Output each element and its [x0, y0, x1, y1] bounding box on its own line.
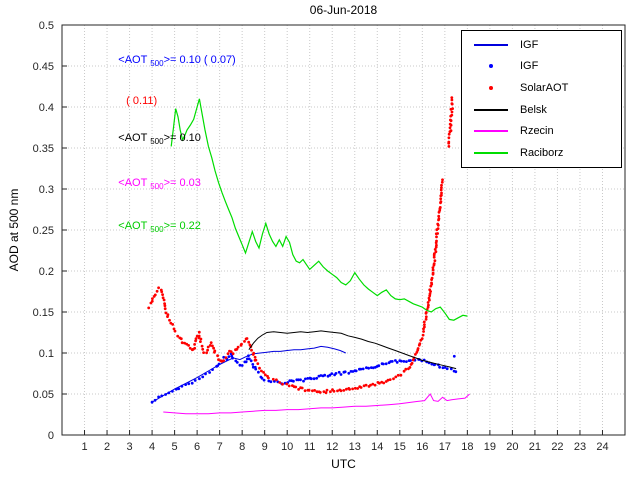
- legend: IGF IGF SolarAOT Belsk Rzecin Raciborz: [461, 30, 622, 168]
- legend-item-raciborz[interactable]: Raciborz: [462, 143, 621, 163]
- legend-item-rzecin[interactable]: Rzecin: [462, 121, 621, 141]
- x-tick-label: 19: [484, 441, 496, 453]
- y-tick-label: 0.15: [33, 307, 54, 319]
- x-tick-label: 4: [149, 441, 155, 453]
- x-tick-label: 2: [104, 441, 110, 453]
- y-tick-label: 0.25: [33, 225, 54, 237]
- legend-label: IGF: [520, 60, 539, 73]
- y-axis-label: AOD at 500 nm: [7, 188, 21, 272]
- legend-line-marker: [472, 43, 510, 46]
- legend-dot-marker: [472, 64, 510, 69]
- y-tick-label: 0.45: [33, 61, 54, 73]
- y-tick-label: 0.3: [39, 184, 54, 196]
- legend-label: IGF: [520, 38, 539, 51]
- y-tick-label: 0.35: [33, 143, 54, 155]
- series-raciborz-5: [170, 98, 468, 321]
- legend-item-solaraot[interactable]: SolarAOT: [462, 78, 621, 98]
- x-tick-label: 3: [126, 441, 132, 453]
- y-tick-label: 0.4: [39, 102, 54, 114]
- grid: [62, 24, 625, 436]
- x-tick-label: 13: [349, 441, 361, 453]
- x-tick-label: 20: [506, 441, 518, 453]
- annotation-1: ( 0.11): [126, 94, 158, 107]
- x-axis-label: UTC: [331, 457, 356, 471]
- legend-item-belsk[interactable]: Belsk: [462, 100, 621, 120]
- x-tick-label: 8: [239, 441, 245, 453]
- y-tick-label: 0: [48, 430, 54, 442]
- legend-label: Rzecin: [520, 125, 554, 138]
- legend-label: Belsk: [520, 103, 547, 116]
- x-tick-label: 11: [304, 441, 315, 453]
- legend-line-marker: [472, 108, 510, 111]
- y-tick-label: 0.5: [39, 20, 54, 32]
- y-tick-label: 0.2: [39, 266, 54, 278]
- x-tick-label: 7: [217, 441, 223, 453]
- x-tick-label: 10: [281, 441, 293, 453]
- y-tick-label: 0.05: [33, 389, 54, 401]
- x-tick-label: 6: [194, 441, 200, 453]
- annotation-0: <AOT 500>= 0.10 ( 0.07): [118, 53, 236, 69]
- x-tick-label: 9: [262, 441, 268, 453]
- legend-dot-marker: [472, 86, 510, 91]
- x-tick-label: 23: [574, 441, 586, 453]
- x-tick-label: 15: [394, 441, 406, 453]
- annotation-3: <AOT 500>= 0.03: [118, 176, 201, 192]
- series-igf-0: [151, 345, 347, 403]
- legend-label: Raciborz: [520, 147, 564, 160]
- annotation-2: <AOT 500>= 0.10: [118, 131, 201, 146]
- x-tick-label: 5: [172, 441, 178, 453]
- annotation-4: <AOT 500>= 0.22: [118, 220, 201, 235]
- x-tick-label: 1: [81, 441, 87, 453]
- series-rzecin-4: [163, 393, 470, 415]
- legend-item-igf[interactable]: IGF: [462, 56, 621, 76]
- series-belsk-3: [248, 330, 457, 370]
- x-tick-label: 22: [551, 441, 563, 453]
- x-tick-label: 12: [326, 441, 338, 453]
- x-tick-label: 17: [439, 441, 451, 453]
- y-tick-label: 0.1: [39, 348, 54, 360]
- series-solaraot-2: [147, 96, 454, 395]
- x-tick-label: 24: [596, 441, 608, 453]
- axis-ticks: 1 2 3 4 5 6 7 8 9 10 11 12 13 14 15 16 17 18 19 20 21 22 23 240…: [33, 20, 609, 453]
- legend-label: SolarAOT: [520, 82, 569, 95]
- x-tick-label: 14: [371, 441, 383, 453]
- legend-line-marker: [472, 152, 510, 155]
- x-tick-label: 16: [416, 441, 428, 453]
- legend-item-igf[interactable]: IGF: [462, 35, 621, 55]
- x-tick-label: 18: [461, 441, 473, 453]
- x-tick-label: 21: [529, 441, 541, 453]
- chart-title: 06-Jun-2018: [309, 3, 378, 17]
- legend-line-marker: [472, 130, 510, 133]
